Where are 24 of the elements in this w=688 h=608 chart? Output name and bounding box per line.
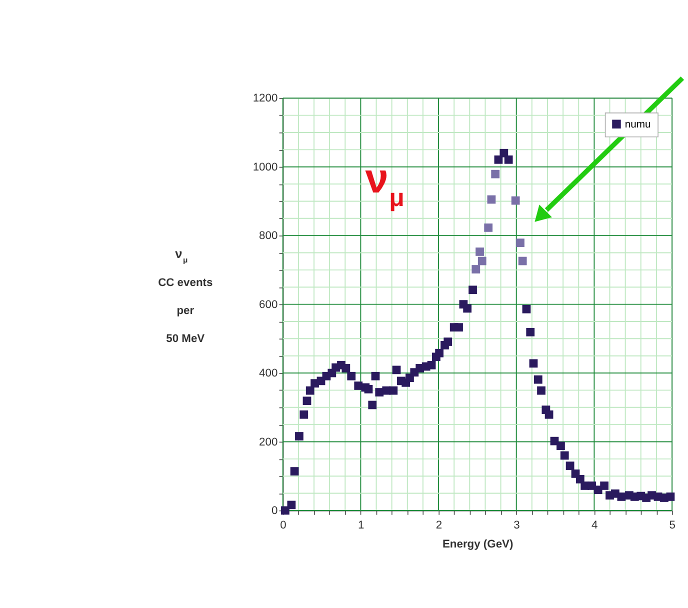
y-tick-label: 600 — [259, 298, 278, 311]
x-tick-label: 3 — [514, 519, 520, 532]
y-tick-label: 1000 — [252, 161, 278, 174]
legend-label: numu — [624, 119, 652, 130]
point — [516, 238, 524, 247]
x-tick-label: 1 — [358, 519, 364, 532]
y-tick-label: 1200 — [252, 92, 278, 105]
point — [472, 265, 480, 274]
x-tick-label: 2 — [436, 519, 442, 532]
x-tick-label: 0 — [280, 519, 286, 532]
point — [478, 256, 486, 266]
point — [484, 223, 493, 232]
x-axis-title: Energy (GeV) — [442, 538, 514, 551]
point — [487, 195, 496, 204]
point — [518, 256, 527, 266]
point — [491, 170, 500, 178]
y-tick-label: 800 — [259, 230, 278, 242]
y-tick-label: 200 — [259, 436, 278, 448]
y-tick-label: 400 — [259, 368, 278, 380]
x-tick-label: 4 — [591, 519, 598, 532]
y-tick-label: 0 — [271, 505, 278, 518]
x-tick-label: 5 — [669, 519, 676, 532]
point — [476, 248, 484, 256]
point — [511, 196, 520, 205]
